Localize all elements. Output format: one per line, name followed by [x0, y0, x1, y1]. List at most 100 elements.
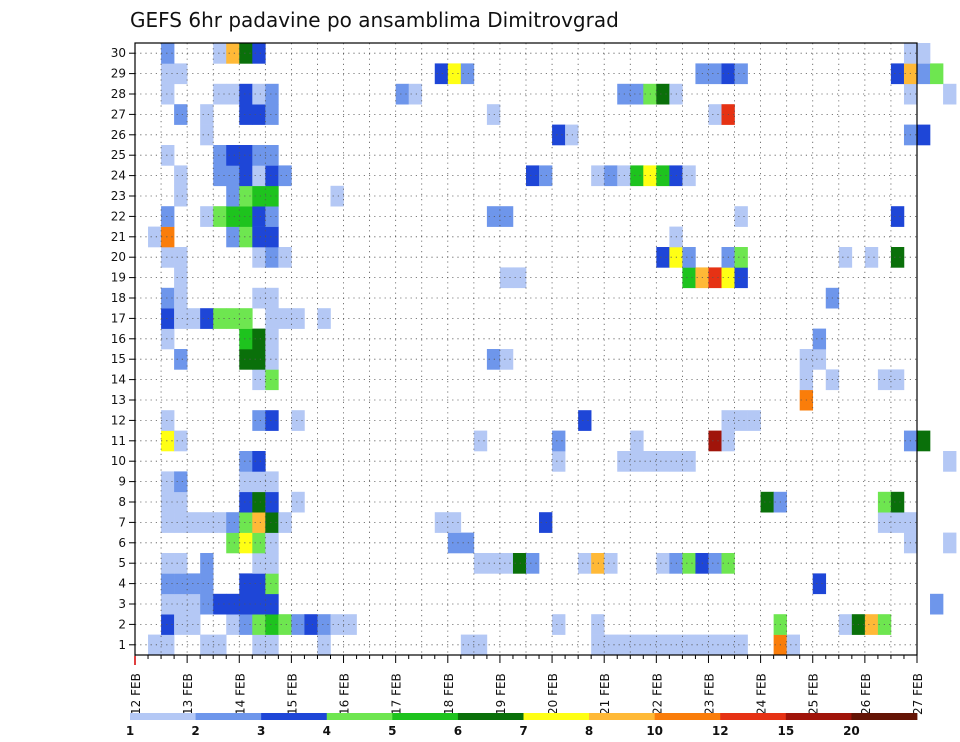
- y-tick-label: 27: [111, 107, 126, 121]
- precip-cell: [239, 451, 253, 472]
- precip-cell: [734, 206, 748, 227]
- precip-cell: [187, 512, 201, 533]
- precip-cell: [291, 614, 305, 635]
- y-tick-label: 17: [111, 311, 126, 325]
- precip-cell: [278, 247, 292, 268]
- precip-cell: [578, 553, 592, 574]
- precip-cell: [200, 512, 214, 533]
- colorbar-label: 12: [712, 724, 729, 738]
- precip-cell: [630, 430, 644, 452]
- precip-cell: [265, 308, 279, 329]
- precip-cell: [252, 165, 266, 187]
- precip-cell: [252, 573, 266, 595]
- precip-cell: [317, 634, 331, 656]
- precip-cell: [239, 328, 253, 350]
- y-tick-label: 13: [111, 393, 126, 407]
- cells-layer: [148, 43, 957, 656]
- colorbar-swatch: [130, 713, 196, 720]
- precip-cell: [708, 267, 722, 289]
- y-tick-label: 7: [118, 515, 126, 529]
- x-tick-label: 16 FEB: [338, 673, 352, 715]
- colorbar-label: 2: [191, 724, 199, 738]
- precip-cell: [213, 206, 227, 227]
- colorbar-label: 15: [777, 724, 794, 738]
- precip-cell: [161, 247, 175, 268]
- precip-cell: [239, 573, 253, 595]
- precip-cell: [265, 145, 279, 166]
- precip-cell: [174, 104, 188, 125]
- precip-cell: [226, 308, 240, 329]
- precip-cell: [161, 145, 175, 166]
- precip-cell: [187, 593, 201, 615]
- precip-cell: [708, 104, 722, 125]
- precip-cell: [252, 471, 266, 493]
- precip-cell: [656, 451, 670, 472]
- precip-cell: [291, 410, 305, 431]
- precip-cell: [278, 165, 292, 187]
- precip-cell: [265, 83, 279, 105]
- y-tick-label: 21: [111, 230, 126, 244]
- precip-cell: [265, 553, 279, 574]
- precip-cell: [265, 349, 279, 370]
- precip-cell: [148, 634, 162, 656]
- precip-cell: [265, 226, 279, 248]
- precip-cell: [161, 328, 175, 350]
- precip-cell: [174, 267, 188, 289]
- precip-cell: [265, 573, 279, 595]
- precip-cell: [486, 104, 501, 125]
- x-tick-label: 27 FEB: [911, 673, 925, 715]
- precip-cell: [239, 185, 253, 207]
- precip-cell: [265, 614, 279, 635]
- precip-cell: [265, 287, 279, 309]
- precip-cell: [786, 634, 800, 656]
- precip-cell: [239, 512, 253, 533]
- precip-cell: [734, 63, 748, 85]
- precip-cell: [512, 267, 527, 289]
- precip-cell: [395, 83, 409, 105]
- precip-cell: [226, 185, 240, 207]
- precip-cell: [161, 430, 175, 452]
- precip-cell: [265, 165, 279, 187]
- precip-cell: [708, 553, 722, 574]
- precip-cell: [526, 165, 540, 187]
- precip-cell: [252, 532, 266, 554]
- precip-cell: [174, 512, 188, 533]
- precip-cell: [252, 145, 266, 166]
- precip-cell: [291, 308, 305, 329]
- precip-cell: [226, 226, 240, 248]
- precip-cell: [630, 83, 644, 105]
- precip-cell: [434, 512, 449, 533]
- precip-cell: [447, 532, 462, 554]
- precip-cell: [200, 124, 214, 146]
- precip-cell: [708, 430, 722, 452]
- precip-cell: [917, 43, 931, 64]
- precip-cell: [864, 247, 879, 268]
- precip-cell: [265, 593, 279, 615]
- precip-cell: [604, 165, 618, 187]
- precip-cell: [890, 63, 905, 85]
- precip-cell: [161, 308, 175, 329]
- precip-cell: [226, 593, 240, 615]
- precip-cell: [682, 634, 696, 656]
- precip-cell: [630, 165, 644, 187]
- precip-cell: [734, 410, 748, 431]
- precip-cell: [917, 63, 931, 85]
- precip-cell: [460, 63, 475, 85]
- y-tick-label: 2: [118, 617, 126, 631]
- precip-cell: [278, 614, 292, 635]
- precip-cell: [917, 430, 931, 452]
- precip-cell: [226, 206, 240, 227]
- precip-cell: [304, 614, 318, 635]
- precip-cell: [656, 634, 670, 656]
- y-tick-label: 20: [111, 250, 126, 264]
- precip-cell: [265, 247, 279, 268]
- precip-cell: [838, 614, 853, 635]
- precip-cell: [499, 206, 514, 227]
- precip-cell: [252, 451, 266, 472]
- colorbar-label: 4: [323, 724, 331, 738]
- precip-cell: [265, 185, 279, 207]
- precip-cell: [317, 308, 331, 329]
- precip-cell: [838, 247, 853, 268]
- colorbar-label: 1: [126, 724, 134, 738]
